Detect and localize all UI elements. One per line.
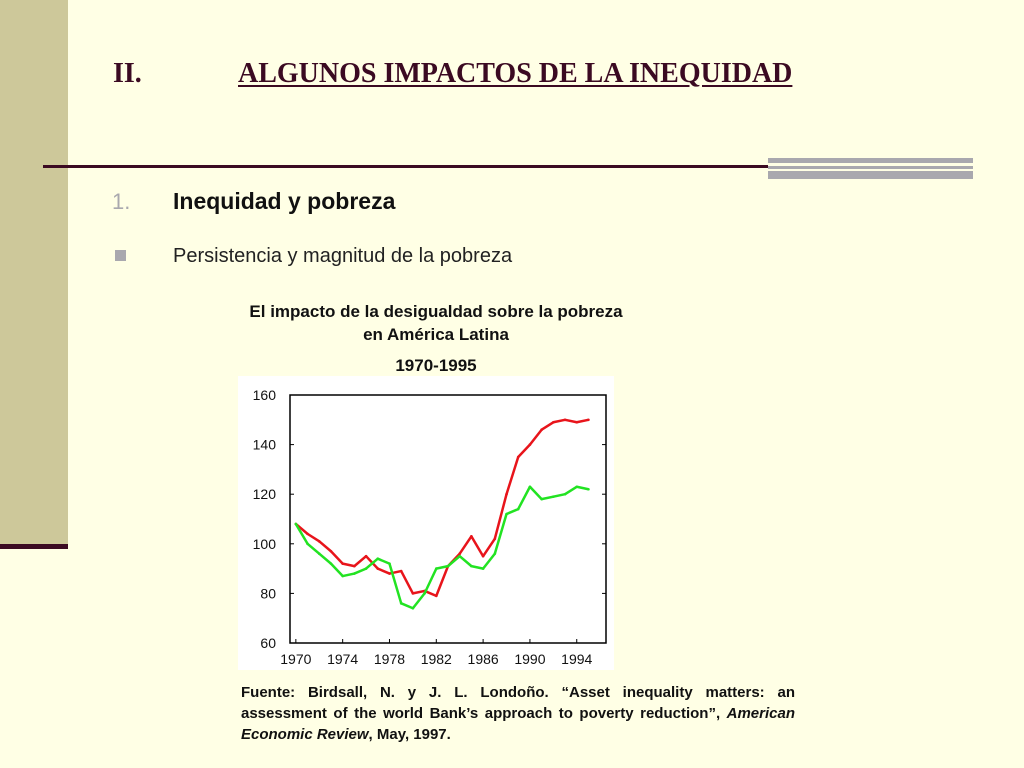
data-point-0-21 <box>540 428 543 432</box>
data-point-0-1 <box>306 532 309 536</box>
data-point-0-10 <box>411 592 415 595</box>
data-point-1-23 <box>563 492 567 496</box>
chart-title: El impacto de la desigualdad sobre la po… <box>249 302 623 344</box>
data-point-1-10 <box>411 606 415 610</box>
x-tick-label-2: 1978 <box>374 651 405 667</box>
y-tick-label-5: 160 <box>253 387 277 403</box>
data-point-1-24 <box>575 485 579 489</box>
data-point-0-12 <box>434 594 438 598</box>
data-point-1-7 <box>376 557 380 560</box>
data-point-0-2 <box>317 540 321 543</box>
data-point-1-12 <box>434 567 438 570</box>
data-point-0-24 <box>575 420 579 424</box>
source-prefix: Fuente: Birdsall, N. y J. L. Londoño. “A… <box>241 684 795 722</box>
x-tick-label-6: 1994 <box>561 651 592 667</box>
data-point-1-3 <box>329 562 333 565</box>
subsection-number: 1. <box>112 189 131 214</box>
data-point-1-13 <box>446 564 450 568</box>
data-point-0-18 <box>505 492 508 496</box>
y-tick-label-3: 120 <box>253 486 277 502</box>
series-line-1 <box>294 485 589 610</box>
source-suffix: , May, 1997. <box>368 726 451 743</box>
data-point-0-20 <box>528 443 532 446</box>
data-point-0-15 <box>470 535 473 538</box>
data-point-1-20 <box>528 485 532 489</box>
data-point-0-3 <box>329 549 333 553</box>
data-point-0-14 <box>458 552 462 556</box>
data-point-0-19 <box>516 455 520 459</box>
data-point-1-21 <box>540 497 543 501</box>
data-point-1-18 <box>505 512 508 516</box>
line-chart: 60 80 100 120 140 160 1970 1974 1978 1982 1986 1990… <box>238 376 614 670</box>
data-point-1-16 <box>481 567 485 570</box>
data-point-0-23 <box>563 418 567 422</box>
data-point-1-11 <box>423 592 426 595</box>
data-point-1-17 <box>493 552 497 556</box>
y-tick-label-0: 60 <box>260 635 276 651</box>
plot-frame <box>289 394 607 644</box>
data-point-1-6 <box>364 567 368 570</box>
title-number: II. <box>113 58 142 89</box>
data-point-0-5 <box>353 564 356 568</box>
x-tick-label-3: 1982 <box>421 651 452 667</box>
subsection-title: Inequidad y pobreza <box>173 188 396 214</box>
data-point-1-4 <box>341 574 344 578</box>
data-point-0-17 <box>493 537 497 541</box>
y-tick-label-1: 80 <box>260 585 276 601</box>
source-journal: American Economic Review <box>241 705 795 743</box>
title-divider <box>43 165 768 168</box>
x-tick-label-1: 1974 <box>327 651 358 667</box>
data-point-1-5 <box>353 572 356 575</box>
y-tick-label-2: 100 <box>253 536 277 552</box>
left-decorative-band <box>0 0 68 546</box>
data-point-0-4 <box>341 562 344 565</box>
data-point-1-15 <box>470 564 473 568</box>
data-point-1-8 <box>388 562 391 565</box>
source-citation: Fuente: Birdsall, N. y J. L. Londoño. “A… <box>241 682 795 745</box>
x-tick-label-0: 1970 <box>280 651 311 667</box>
data-point-0-25 <box>587 418 590 422</box>
chart-period: 1970-1995 <box>395 356 477 375</box>
data-point-1-9 <box>399 602 403 605</box>
data-point-0-6 <box>364 554 368 558</box>
title-text: ALGUNOS IMPACTOS DE LA INEQUIDAD <box>238 58 793 89</box>
divider-accent-bars <box>768 158 973 179</box>
square-bullet-icon <box>115 250 126 261</box>
data-point-1-25 <box>587 487 590 491</box>
left-band-bottom-rule <box>0 544 68 549</box>
y-tick-label-4: 140 <box>253 437 277 453</box>
data-point-1-1 <box>306 542 309 546</box>
x-tick-label-5: 1990 <box>514 651 545 667</box>
series-line-0 <box>295 418 589 598</box>
data-point-0-9 <box>399 569 403 573</box>
data-point-1-0 <box>294 522 298 526</box>
data-point-0-16 <box>481 554 485 558</box>
chart-svg: 60 80 100 120 140 160 1970 1974 1978 1982 1986 1990… <box>253 387 607 667</box>
data-point-0-7 <box>376 567 380 570</box>
x-tick-label-4: 1986 <box>468 651 499 667</box>
data-point-1-14 <box>458 554 462 558</box>
data-point-1-22 <box>552 495 555 498</box>
data-point-0-22 <box>552 420 555 424</box>
data-point-1-19 <box>516 507 520 511</box>
bullet-text: Persistencia y magnitud de la pobreza <box>173 245 513 267</box>
data-point-1-2 <box>317 552 321 556</box>
data-point-0-8 <box>388 572 391 575</box>
